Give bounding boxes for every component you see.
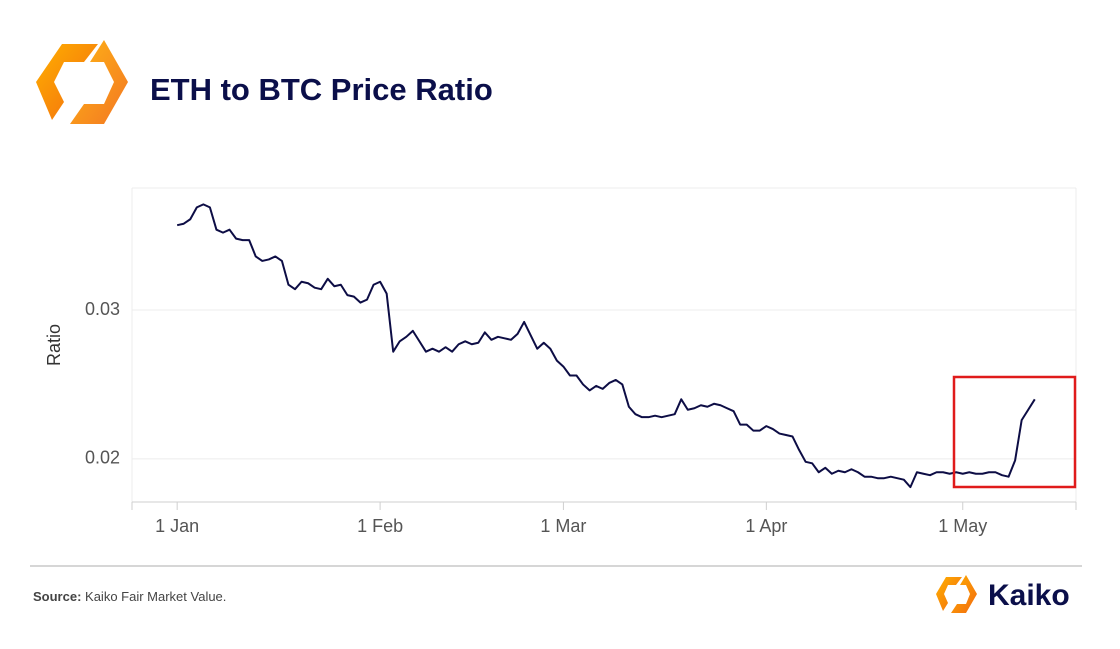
brand-icon (936, 575, 977, 613)
highlight-box (952, 375, 1077, 489)
brand-name: Kaiko (988, 579, 1070, 612)
source-label: Source: (33, 589, 81, 604)
x-tick-label: 1 May (938, 516, 987, 536)
data-line (176, 203, 1036, 489)
source: Source: Kaiko Fair Market Value. (33, 589, 226, 604)
x-tick-label: 1 Feb (357, 516, 403, 536)
x-tick-label: 1 Apr (745, 516, 787, 536)
y-tick-label: 0.03 (85, 299, 120, 319)
chart-title: ETH to BTC Price Ratio (150, 72, 493, 107)
y-tick-label: 0.02 (85, 448, 120, 468)
x-tick-label: 1 Mar (540, 516, 586, 536)
plot-area: 0.02 0.03 1 Jan 1 Feb 1 Mar 1 Apr 1 May (85, 187, 1077, 536)
source-text: Kaiko Fair Market Value. (85, 589, 226, 604)
logo (36, 40, 128, 124)
y-axis-label: Ratio (44, 324, 64, 366)
x-tick-label: 1 Jan (155, 516, 199, 536)
